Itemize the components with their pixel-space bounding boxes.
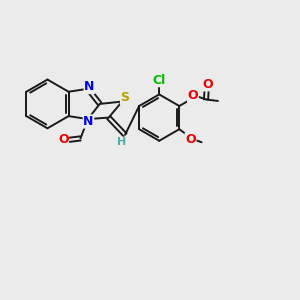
- Text: O: O: [188, 89, 198, 102]
- Text: N: N: [84, 80, 94, 94]
- Text: O: O: [202, 78, 213, 91]
- Text: O: O: [185, 133, 196, 146]
- Text: Cl: Cl: [153, 74, 166, 87]
- Text: O: O: [58, 133, 68, 146]
- Text: S: S: [121, 92, 130, 104]
- Text: H: H: [117, 137, 126, 147]
- Text: N: N: [83, 115, 94, 128]
